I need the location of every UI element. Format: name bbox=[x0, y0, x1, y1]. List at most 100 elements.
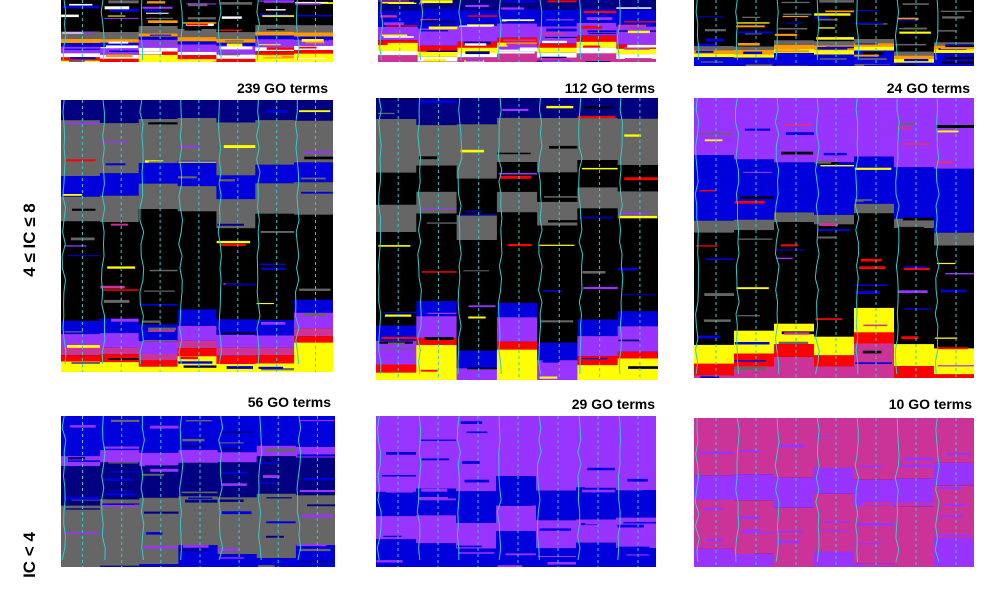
heatmap-cell bbox=[178, 45, 217, 52]
heatmap-cell bbox=[218, 497, 258, 554]
heatmap-cell bbox=[139, 163, 178, 184]
heatmap-streak bbox=[466, 504, 483, 506]
heatmap-streak bbox=[586, 142, 604, 145]
heatmap-cell bbox=[178, 52, 217, 55]
heatmap-streak bbox=[384, 22, 404, 25]
heatmap-streak bbox=[898, 290, 928, 293]
heatmap-cell bbox=[100, 196, 139, 222]
heatmap-streak bbox=[148, 485, 169, 487]
heatmap-streak bbox=[427, 486, 461, 488]
heatmap-cell bbox=[536, 520, 577, 548]
heatmap-streak bbox=[106, 55, 133, 58]
heatmap-streak bbox=[384, 438, 413, 440]
heatmap-streak bbox=[584, 106, 613, 108]
row-label-ic-4-8: 4 ≤ IC ≤ 8 bbox=[20, 190, 40, 290]
heatmap-streak bbox=[260, 462, 280, 464]
heatmap-streak bbox=[65, 122, 102, 124]
heatmap-cell bbox=[618, 219, 658, 312]
heatmap-streak bbox=[858, 538, 897, 539]
heatmap-streak bbox=[776, 258, 793, 259]
heatmap-streak bbox=[302, 39, 324, 42]
heatmap-panel-1 bbox=[61, 0, 333, 62]
heatmap-cell bbox=[61, 416, 101, 456]
heatmap-streak bbox=[583, 271, 606, 274]
heatmap-streak bbox=[739, 31, 773, 33]
heatmap-streak bbox=[935, 338, 957, 339]
heatmap-streak bbox=[540, 245, 575, 246]
heatmap-streak bbox=[259, 482, 275, 484]
heatmap-streak bbox=[618, 213, 650, 215]
heatmap-streak bbox=[300, 138, 324, 139]
heatmap-streak bbox=[938, 130, 959, 132]
heatmap-cell bbox=[294, 121, 333, 163]
heatmap-streak bbox=[300, 561, 332, 563]
heatmap-cell bbox=[854, 332, 895, 343]
heatmap-cell bbox=[216, 123, 255, 176]
heatmap-cell bbox=[457, 351, 498, 369]
heatmap-streak bbox=[70, 425, 96, 428]
heatmap-streak bbox=[854, 543, 881, 544]
heatmap-cell bbox=[577, 356, 618, 365]
heatmap-streak bbox=[899, 32, 931, 34]
heatmap-streak bbox=[779, 342, 809, 344]
heatmap-streak bbox=[427, 313, 461, 314]
heatmap-cell bbox=[255, 336, 294, 348]
heatmap-streak bbox=[815, 318, 842, 320]
heatmap-streak bbox=[418, 497, 448, 499]
heatmap-cell bbox=[61, 100, 100, 120]
heatmap-cell bbox=[577, 336, 618, 356]
heatmap-streak bbox=[817, 47, 848, 50]
heatmap-cell bbox=[61, 39, 100, 43]
heatmap-streak bbox=[776, 531, 804, 533]
heatmap-streak bbox=[616, 7, 651, 9]
heatmap-svg bbox=[694, 0, 974, 66]
heatmap-streak bbox=[895, 44, 926, 46]
heatmap-streak bbox=[697, 17, 717, 19]
heatmap-cell bbox=[61, 221, 100, 320]
heatmap-streak bbox=[384, 36, 414, 38]
heatmap-svg bbox=[376, 416, 656, 567]
heatmap-streak bbox=[109, 9, 141, 12]
heatmap-streak bbox=[705, 139, 723, 141]
heatmap-streak bbox=[108, 471, 142, 472]
heatmap-streak bbox=[178, 176, 197, 178]
heatmap-streak bbox=[65, 24, 102, 26]
heatmap-streak bbox=[61, 15, 79, 18]
heatmap-streak bbox=[587, 17, 613, 20]
heatmap-streak bbox=[63, 497, 100, 500]
heatmap-streak bbox=[422, 271, 457, 273]
heatmap-streak bbox=[736, 287, 769, 289]
heatmap-cell bbox=[216, 347, 255, 355]
heatmap-panel-4 bbox=[61, 100, 333, 372]
heatmap-cell bbox=[457, 179, 498, 216]
heatmap-streak bbox=[104, 300, 129, 303]
heatmap-cell bbox=[577, 160, 618, 187]
heatmap-streak bbox=[219, 54, 240, 56]
heatmap-streak bbox=[263, 475, 280, 478]
heatmap-cell bbox=[814, 552, 855, 568]
heatmap-streak bbox=[859, 266, 885, 269]
heatmap-streak bbox=[64, 245, 86, 246]
heatmap-streak bbox=[109, 51, 140, 53]
heatmap-streak bbox=[108, 358, 141, 360]
heatmap-streak bbox=[543, 290, 562, 292]
heatmap-cell bbox=[457, 240, 498, 351]
heatmap-cell bbox=[178, 37, 217, 41]
heatmap-cell bbox=[416, 192, 457, 214]
heatmap-cell bbox=[854, 0, 895, 39]
panel-title-5: 112 GO terms bbox=[565, 80, 655, 96]
heatmap-cell bbox=[178, 118, 217, 161]
heatmap-streak bbox=[420, 208, 459, 209]
heatmap-streak bbox=[297, 544, 327, 546]
heatmap-cell bbox=[934, 169, 974, 233]
heatmap-streak bbox=[742, 529, 760, 532]
heatmap-streak bbox=[147, 1, 165, 3]
heatmap-streak bbox=[582, 168, 620, 170]
heatmap-cell bbox=[100, 59, 139, 62]
heatmap-streak bbox=[820, 165, 855, 166]
heatmap-streak bbox=[898, 227, 924, 228]
heatmap-streak bbox=[66, 508, 100, 509]
heatmap-streak bbox=[467, 368, 497, 370]
heatmap-cell bbox=[616, 27, 656, 45]
heatmap-streak bbox=[582, 358, 607, 359]
